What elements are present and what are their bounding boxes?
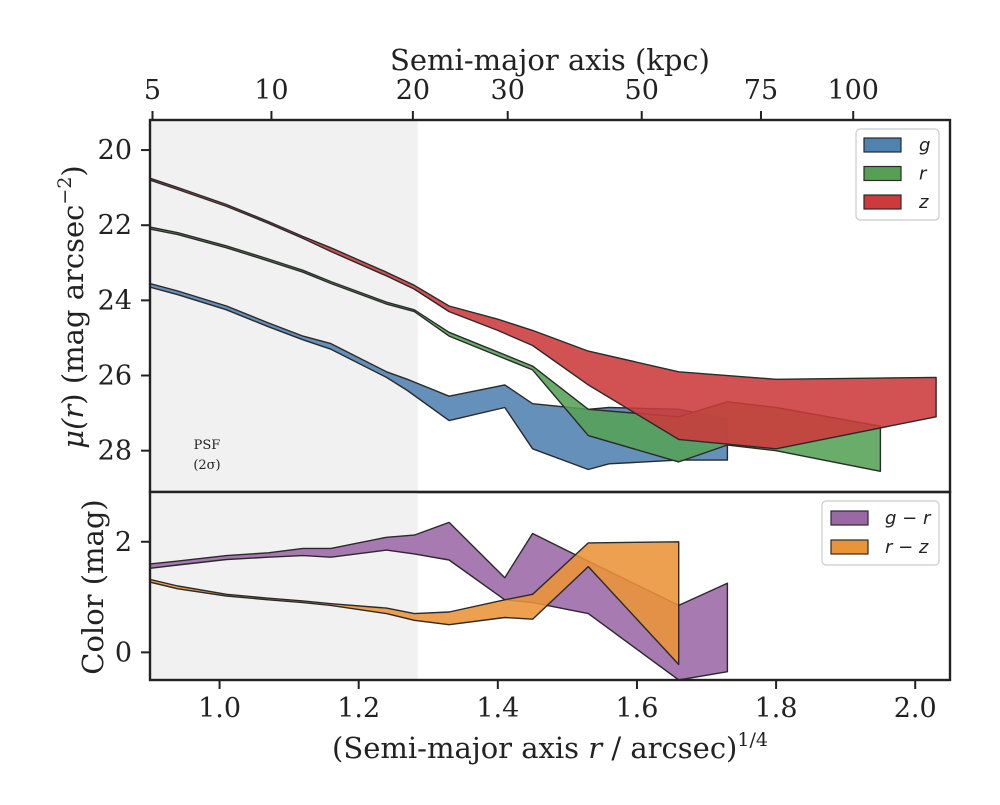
x-tick-label: 1.2	[337, 693, 380, 724]
upper-ylabel-r: r	[56, 403, 90, 419]
upper-y-axis-title: μ(r) (mag arcsec−2)	[54, 165, 90, 449]
lower-y-tick-label: 0	[115, 637, 132, 668]
sb-band-z	[150, 177, 937, 450]
bottom-axis-title-main: (Semi-major axis	[332, 731, 588, 765]
surface-brightness-panel: PSF (2σ) 5 10 20 30 50 75 100 20 22 24 26 28 grz	[98, 75, 952, 494]
upper-y-tick-label: 28	[98, 436, 132, 467]
x-tick-label: 1.0	[198, 693, 241, 724]
color-band-rz	[150, 541, 680, 666]
psf-annotation: PSF (2σ)	[193, 438, 220, 473]
upper-legend: grz	[855, 128, 940, 221]
legend-swatch-g	[863, 137, 902, 153]
lower-legend: g − r r − z	[821, 500, 940, 566]
bottom-axis-title-unit: / arcsec)	[602, 731, 737, 765]
sb-band-r	[150, 226, 882, 472]
legend-label-g: g	[919, 135, 930, 156]
upper-y-tick-label: 24	[98, 285, 132, 316]
color-panel: 1.0 1.2 1.4 1.6 1.8 2.0 0 2 g − r r − z	[115, 490, 952, 724]
x-tick-label: 1.8	[755, 693, 798, 724]
top-tick-label: 100	[827, 75, 879, 106]
legend-swatch-gr	[830, 510, 869, 526]
top-tick-label: 5	[144, 75, 161, 106]
top-axis-title: Semi-major axis (kpc)	[390, 43, 710, 77]
upper-y-tick-label: 26	[98, 361, 132, 392]
upper-ylabel-rest: ) (mag arcsec	[56, 205, 90, 405]
top-tick-label: 10	[254, 75, 288, 106]
upper-ylabel-mu: μ(	[56, 418, 90, 449]
top-tick-label: 20	[396, 75, 430, 106]
top-tick-label: 30	[491, 75, 525, 106]
psf-shade-upper	[150, 120, 418, 492]
x-tick-label: 1.4	[476, 693, 519, 724]
legend-swatch-z	[863, 194, 902, 210]
legend-label-z: z	[918, 192, 929, 213]
legend-swatch-rz	[830, 539, 869, 555]
top-tick-label: 75	[744, 75, 778, 106]
lower-y-tick-label: 2	[115, 527, 132, 558]
upper-y-tick-label: 22	[98, 210, 132, 241]
legend-swatch-r	[863, 165, 902, 182]
upper-y-tick-label: 20	[98, 135, 132, 166]
psf-line1: PSF	[194, 438, 221, 453]
psf-line2: (2σ)	[193, 458, 220, 473]
top-tick-label: 50	[625, 75, 659, 106]
bottom-axis-title: (Semi-major axis r / arcsec)1/4	[332, 729, 768, 765]
x-tick-label: 1.6	[615, 693, 658, 724]
legend-label-gr: g − r	[885, 508, 932, 529]
x-tick-label: 2.0	[894, 693, 937, 724]
bottom-axis-title-sup: 1/4	[737, 729, 768, 751]
upper-ylabel-close: )	[56, 165, 90, 176]
lower-y-axis-title: Color (mag)	[76, 499, 110, 674]
upper-ylabel-sup: −2	[54, 177, 76, 205]
legend-label-rz: r − z	[885, 537, 929, 558]
legend-label-r: r	[919, 164, 928, 185]
lower-panel-frame	[148, 490, 952, 682]
bottom-axis-title-var: r	[588, 731, 604, 765]
psf-shade-lower	[150, 492, 418, 680]
